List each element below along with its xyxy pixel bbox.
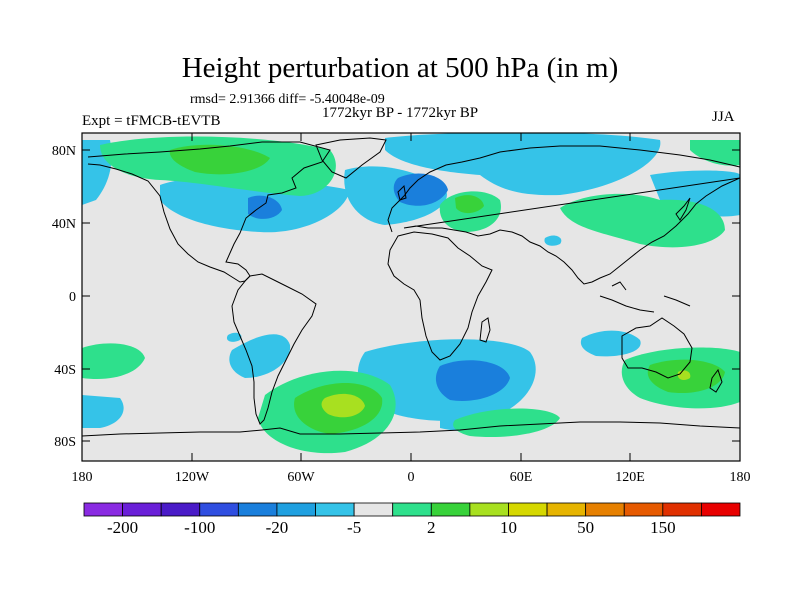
lat-label-40n: 40N [52,217,76,232]
coast-antarctica [82,421,740,437]
colorbar-swatch [83,502,123,517]
colorbar-swatch [701,502,741,517]
coast-new-zealand [709,368,723,393]
colorbar-label: 50 [577,518,594,537]
coast-north-america [87,141,331,283]
period-label: 1772kyr BP - 1772kyr BP [321,105,479,121]
colorbar-swatch [353,502,394,517]
coast-australia [621,317,693,379]
colorbar [83,502,741,517]
colorbar-label: -20 [266,518,289,537]
lon-label-180w: 180 [72,470,93,485]
colorbar-swatch [469,502,509,517]
colorbar-label: -5 [347,518,361,537]
colorbar-swatch [276,502,316,517]
longitude-axis: 180 120W 60W 0 60E 120E 180 [72,133,751,485]
contour-field [82,133,740,461]
lon-label-60e: 60E [510,470,533,485]
colorbar-swatch [430,502,471,517]
coast-japan [675,197,691,221]
colorbar-label: -200 [107,518,138,537]
lon-label-180e: 180 [730,470,751,485]
colorbar-swatch [585,502,625,517]
lat-label-80n: 80N [52,144,76,159]
experiment-label: Expt = tFMCB-tEVTB [82,113,221,129]
colorbar-swatch [199,502,239,517]
lon-label-0: 0 [408,470,415,485]
colorbar-swatch [160,502,201,517]
lat-label-40s: 40S [54,363,76,378]
lat-label-80s: 80S [54,435,76,450]
colorbar-swatch [508,502,548,517]
statistics-label: rmsd= 2.91366 diff= -5.40048e-09 [190,92,385,107]
colorbar-swatch [122,502,162,517]
coast-eurasia [387,145,740,285]
map-title: Height perturbation at 500 hPa (in m) [181,52,619,84]
coast-madagascar [479,317,491,343]
lat-label-eq: 0 [69,290,76,305]
colorbar-swatch [662,502,702,517]
negative-contours-medium [248,173,510,401]
colorbar-label: -100 [184,518,215,537]
colorbar-swatch [546,502,587,517]
colorbar-label: 2 [427,518,436,537]
colorbar-swatch [315,502,355,517]
coast-africa [387,231,493,361]
colorbar-label: 150 [650,518,676,537]
coast-indonesia [599,281,691,313]
lon-label-120e: 120E [615,470,645,485]
colorbar-swatch [392,502,432,517]
colorbar-labels: -200 -100 -20 -5 2 10 50 150 [107,518,676,537]
coast-greenland [315,137,387,179]
season-label: JJA [712,109,735,125]
colorbar-swatch [623,502,664,517]
coast-uk [397,184,407,201]
coastlines [82,137,740,437]
latitude-axis: 80N 40N 0 40S 80S [52,144,740,450]
lon-label-120w: 120W [175,470,210,485]
colorbar-swatch [237,502,278,517]
lon-label-60w: 60W [287,470,315,485]
coast-south-america [231,273,317,425]
colorbar-label: 10 [500,518,517,537]
